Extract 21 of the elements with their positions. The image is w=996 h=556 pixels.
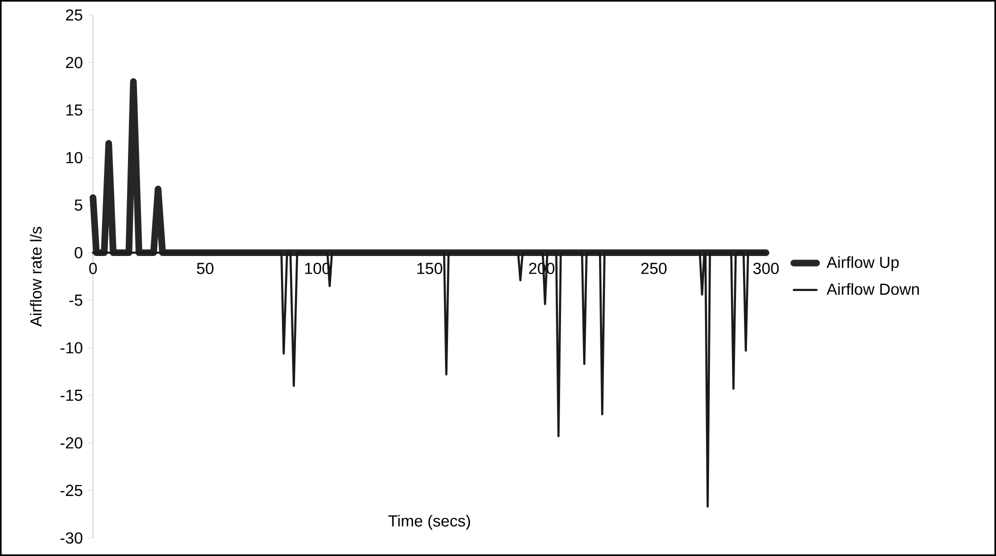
y-tick-label: -10 xyxy=(60,342,82,354)
x-tick-label: 50 xyxy=(196,262,214,274)
y-tick-label: -30 xyxy=(60,532,82,544)
y-tick-label: 25 xyxy=(66,9,82,21)
y-axis-title: Airflow rate l/s xyxy=(30,226,42,327)
legend-label: Airflow Up xyxy=(826,256,899,272)
x-tick-label: 150 xyxy=(417,262,442,274)
y-tick-label: -15 xyxy=(60,390,82,401)
y-tick-label: 15 xyxy=(66,104,82,116)
x-axis-title: Time (secs) xyxy=(388,514,470,530)
y-tick-label: 5 xyxy=(74,200,82,211)
y-tick-label: -25 xyxy=(60,484,82,496)
x-tick-label: 250 xyxy=(641,262,667,274)
x-tick-label: 0 xyxy=(89,262,97,274)
x-tick-label: 300 xyxy=(753,262,779,274)
y-tick-label: 0 xyxy=(74,247,82,258)
legend-label: Airflow Down xyxy=(826,283,919,295)
y-tick-label: -5 xyxy=(69,294,82,306)
y-tick-label: -20 xyxy=(60,437,82,449)
y-tick-label: 10 xyxy=(66,152,82,164)
y-tick-label: 20 xyxy=(66,56,82,68)
